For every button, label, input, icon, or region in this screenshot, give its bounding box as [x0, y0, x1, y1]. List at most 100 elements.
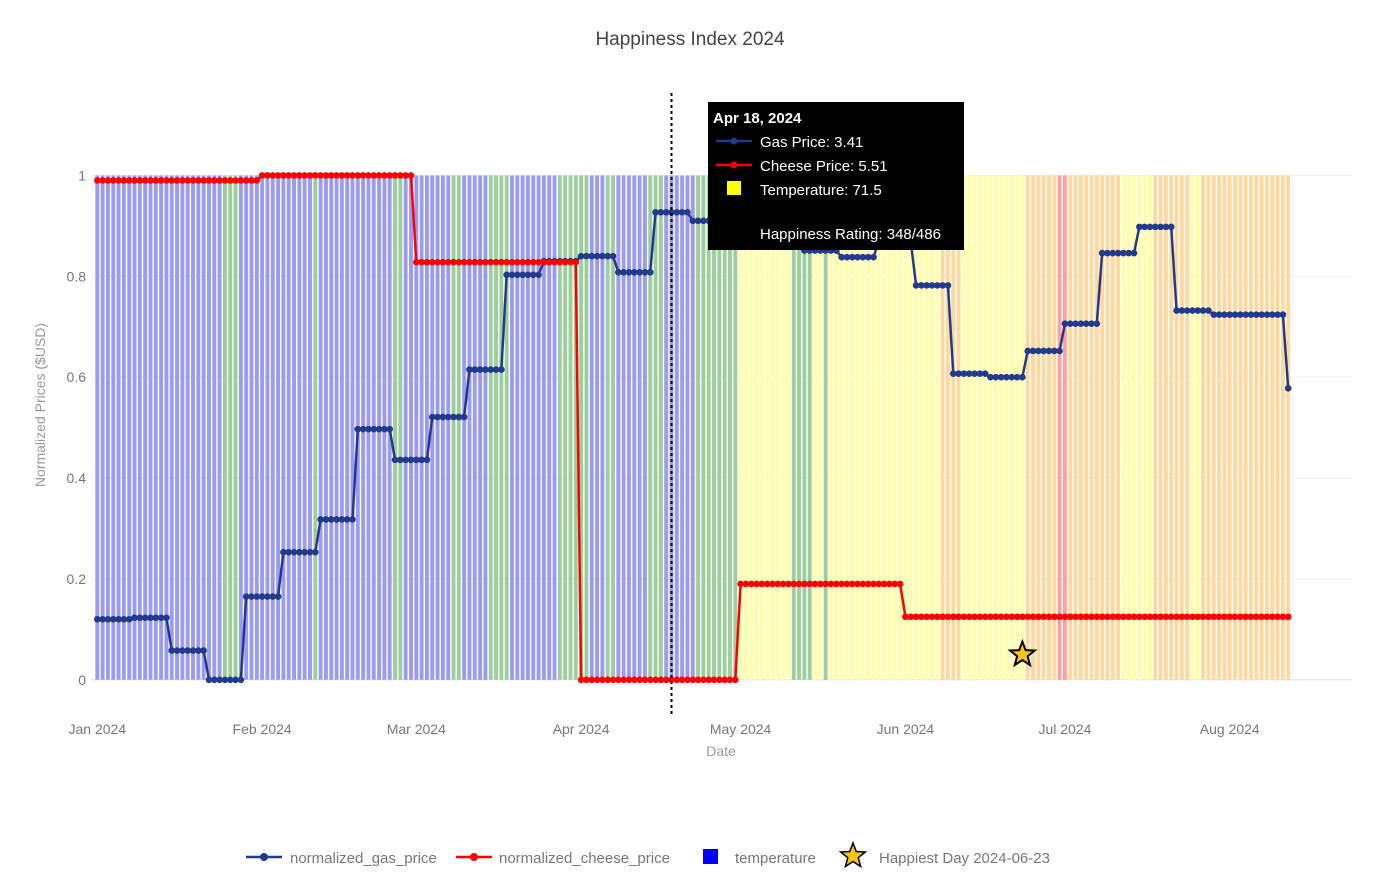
- normalized_gas_price-point[interactable]: [216, 676, 223, 684]
- normalized_cheese_price-point[interactable]: [439, 258, 447, 266]
- normalized_gas_price-point[interactable]: [354, 425, 362, 433]
- temperature-bar[interactable]: [478, 175, 483, 680]
- normalized_gas_price-point[interactable]: [184, 647, 191, 654]
- normalized_gas_price-point[interactable]: [317, 516, 324, 523]
- temperature-bar[interactable]: [143, 175, 148, 680]
- normalized_cheese_price-point[interactable]: [1162, 613, 1170, 621]
- normalized_gas_price-point[interactable]: [407, 456, 415, 464]
- normalized_gas_price-point[interactable]: [232, 676, 239, 684]
- normalized_cheese_price-point[interactable]: [817, 580, 824, 588]
- temperature-bar[interactable]: [951, 175, 956, 680]
- normalized_cheese_price-point[interactable]: [237, 177, 245, 184]
- normalized_gas_price-point[interactable]: [274, 593, 282, 600]
- normalized_gas_price-point[interactable]: [604, 252, 611, 260]
- normalized_cheese_price-point[interactable]: [1247, 613, 1255, 621]
- temperature-bar[interactable]: [712, 175, 716, 680]
- temperature-bar[interactable]: [1025, 175, 1030, 680]
- temperature-bar[interactable]: [525, 175, 530, 680]
- temperature-bar[interactable]: [765, 175, 770, 680]
- normalized_cheese_price-point[interactable]: [891, 580, 899, 588]
- temperature-bar[interactable]: [393, 175, 397, 680]
- normalized_gas_price-point[interactable]: [1013, 373, 1021, 381]
- temperature-bar[interactable]: [1217, 175, 1222, 680]
- temperature-bar[interactable]: [1286, 175, 1291, 680]
- normalized_gas_price-point[interactable]: [1072, 320, 1079, 328]
- temperature-bar[interactable]: [281, 175, 286, 680]
- temperature-bar[interactable]: [1068, 175, 1073, 680]
- normalized_gas_price-point[interactable]: [498, 366, 505, 373]
- normalized_cheese_price-point[interactable]: [296, 172, 303, 179]
- normalized_cheese_price-point[interactable]: [785, 580, 792, 588]
- temperature-bar[interactable]: [632, 175, 637, 680]
- temperature-bar[interactable]: [196, 175, 201, 680]
- normalized_cheese_price-point[interactable]: [854, 580, 861, 588]
- normalized_cheese_price-point[interactable]: [258, 172, 266, 179]
- normalized_gas_price-point[interactable]: [1247, 311, 1255, 318]
- normalized_cheese_price-point[interactable]: [652, 676, 659, 684]
- normalized_cheese_price-point[interactable]: [444, 258, 452, 266]
- temperature-bar[interactable]: [515, 175, 520, 680]
- temperature-bar[interactable]: [1249, 175, 1253, 680]
- normalized_cheese_price-point[interactable]: [184, 177, 191, 184]
- temperature-bar[interactable]: [797, 175, 802, 680]
- temperature-bar[interactable]: [1195, 175, 1200, 680]
- normalized_cheese_price-point[interactable]: [1056, 613, 1063, 621]
- temperature-bar[interactable]: [1105, 175, 1110, 680]
- temperature-bar[interactable]: [977, 175, 982, 680]
- temperature-bar[interactable]: [207, 175, 211, 680]
- normalized_gas_price-point[interactable]: [859, 253, 867, 261]
- temperature-bar[interactable]: [1036, 175, 1041, 680]
- normalized_cheese_price-point[interactable]: [163, 177, 170, 184]
- normalized_cheese_price-point[interactable]: [1040, 613, 1047, 621]
- temperature-bar[interactable]: [531, 175, 536, 680]
- normalized_gas_price-point[interactable]: [652, 208, 659, 216]
- normalized_cheese_price-point[interactable]: [253, 177, 261, 184]
- normalized_gas_price-point[interactable]: [864, 253, 872, 261]
- normalized_cheese_price-point[interactable]: [1231, 613, 1239, 621]
- temperature-bar[interactable]: [191, 175, 195, 680]
- temperature-bar[interactable]: [887, 175, 892, 680]
- temperature-bar[interactable]: [1137, 175, 1142, 680]
- normalized_gas_price-point[interactable]: [1024, 347, 1031, 355]
- normalized_gas_price-point[interactable]: [1088, 320, 1095, 328]
- happiest-day-layer[interactable]: [1007, 638, 1038, 668]
- temperature-bar[interactable]: [935, 175, 940, 680]
- normalized_cheese_price-point[interactable]: [848, 580, 856, 588]
- temperature-bar[interactable]: [244, 175, 249, 680]
- normalized_cheese_price-point[interactable]: [514, 258, 521, 266]
- normalized_cheese_price-point[interactable]: [795, 580, 803, 588]
- normalized_gas_price-point[interactable]: [593, 252, 601, 260]
- temperature-bar[interactable]: [547, 175, 552, 680]
- normalized_cheese_price-point[interactable]: [1167, 613, 1175, 621]
- normalized_cheese_price-point[interactable]: [1061, 613, 1069, 621]
- temperature-bar[interactable]: [116, 175, 121, 680]
- normalized_gas_price-point[interactable]: [934, 282, 941, 289]
- temperature-bar[interactable]: [1148, 175, 1152, 680]
- normalized_gas_price-point[interactable]: [221, 676, 229, 684]
- temperature-bar[interactable]: [1222, 175, 1227, 680]
- normalized_cheese_price-point[interactable]: [912, 613, 920, 621]
- temperature-bar[interactable]: [850, 175, 855, 680]
- normalized_cheese_price-point[interactable]: [572, 258, 580, 266]
- normalized_gas_price-point[interactable]: [205, 676, 213, 684]
- temperature-bar[interactable]: [398, 175, 403, 680]
- normalized_gas_price-point[interactable]: [1104, 249, 1111, 257]
- normalized_gas_price-point[interactable]: [838, 253, 845, 261]
- normalized_cheese_price-point[interactable]: [1045, 613, 1053, 621]
- temperature-bar[interactable]: [169, 175, 174, 680]
- temperature-bar[interactable]: [1275, 175, 1280, 680]
- temperature-bar[interactable]: [541, 175, 546, 680]
- temperature-bar[interactable]: [860, 175, 865, 680]
- normalized_gas_price-point[interactable]: [1226, 311, 1234, 318]
- temperature-bar[interactable]: [1031, 175, 1035, 680]
- normalized_gas_price-point[interactable]: [109, 615, 117, 623]
- normalized_cheese_price-point[interactable]: [615, 676, 622, 684]
- temperature-bar[interactable]: [882, 175, 887, 680]
- normalized_gas_price-point[interactable]: [1146, 223, 1154, 231]
- normalized_cheese_price-point[interactable]: [242, 177, 250, 184]
- normalized_cheese_price-point[interactable]: [466, 258, 473, 266]
- normalized_gas_price-point[interactable]: [125, 615, 133, 623]
- temperature-bar[interactable]: [159, 175, 164, 680]
- normalized_cheese_price-series[interactable]: [94, 172, 1292, 684]
- normalized_cheese_price-point[interactable]: [141, 177, 149, 184]
